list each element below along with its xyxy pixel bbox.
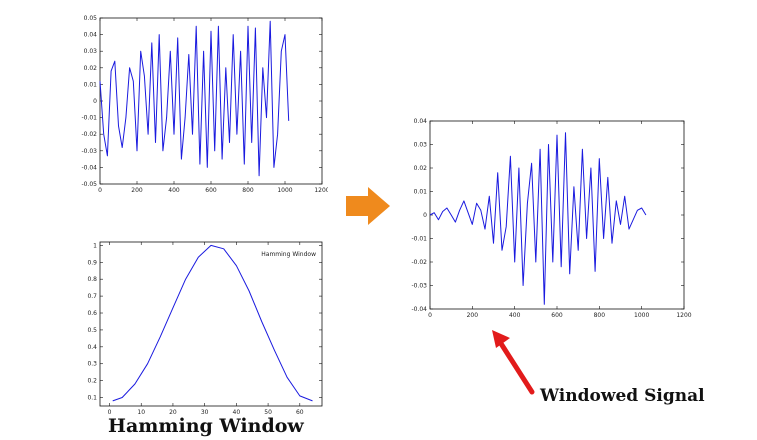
y-tick-label: 0.7 [87, 293, 97, 300]
y-tick-label: -0.03 [81, 148, 97, 155]
series-line [112, 244, 313, 402]
speech-signal-plot: 0 200 400 600 800 1000 1200 -0.05 -0.04 -0.03 -0.0… [78, 12, 328, 198]
x-tick-label: 0 [108, 409, 112, 416]
y-tick-label: 0.03 [414, 142, 428, 149]
red-arrow-shaft [497, 339, 535, 395]
x-tick-label: 1200 [314, 187, 328, 194]
y-tick-label: -0.03 [411, 283, 427, 290]
y-tick-label: 0.8 [87, 276, 97, 283]
plot-frame [99, 241, 323, 407]
y-tick-label: 0.03 [84, 48, 98, 55]
y-tick-label: 0.04 [84, 32, 98, 39]
x-tick-label: 800 [242, 187, 254, 194]
legend-label: Hamming Window [261, 251, 316, 258]
orange-right-arrow-icon [346, 187, 390, 225]
windowed-signal-plot: 0 200 400 600 800 1000 1200 -0.04 -0.03 -0.02 -0.0… [402, 115, 692, 325]
x-tick-label: 600 [205, 187, 217, 194]
y-tick-label: -0.04 [81, 164, 97, 171]
y-tick-label: -0.04 [411, 306, 427, 313]
y-tick-label: 1 [93, 242, 97, 249]
x-tick-label: 50 [264, 409, 272, 416]
series-line [99, 20, 290, 177]
hamming-window-caption: Hamming Window [108, 415, 304, 437]
y-tick-label: -0.02 [81, 131, 97, 138]
y-tick-label: 0.5 [87, 327, 97, 334]
orange-arrow-shape [346, 187, 390, 225]
y-tick-label: -0.01 [411, 236, 427, 243]
y-tick-label: 0.04 [414, 118, 428, 125]
y-tick-label: 0.01 [84, 81, 98, 88]
speech-signal-chart: 0 200 400 600 800 1000 1200 -0.05 -0.04 -0.03 -0.0… [81, 15, 328, 194]
y-tick-label: 0.1 [87, 395, 97, 402]
hamming-window-chart: 0 10 20 30 40 50 60 0.1 0.2 0.3 0.4 0.5 0.6 0.7 0.8 0.9… [87, 241, 323, 416]
x-tick-label: 0 [98, 187, 102, 194]
x-tick-label: 40 [233, 409, 241, 416]
y-tick-label: 0.02 [414, 165, 428, 172]
x-tick-label: 60 [296, 409, 304, 416]
y-tick-label: -0.01 [81, 115, 97, 122]
x-tick-label: 600 [551, 312, 563, 319]
x-tick-label: 400 [509, 312, 521, 319]
y-tick-label: 0.9 [87, 259, 97, 266]
y-tick-label: -0.05 [81, 181, 97, 188]
x-tick-label: 400 [168, 187, 180, 194]
x-tick-label: 1000 [634, 312, 649, 319]
y-tick-label: 0.6 [87, 310, 97, 317]
y-tick-label: 0 [423, 212, 427, 219]
y-tick-label: 0.02 [84, 65, 98, 72]
x-tick-label: 10 [137, 409, 145, 416]
series-line [429, 132, 647, 305]
x-tick-label: 1200 [676, 312, 691, 319]
windowed-signal-caption: Windowed Signal [540, 386, 705, 406]
red-arrow-head [492, 330, 510, 348]
y-tick-label: 0.2 [87, 378, 97, 385]
x-tick-label: 30 [201, 409, 209, 416]
y-tick-label: 0 [93, 98, 97, 105]
hamming-window-plot: 0 10 20 30 40 50 60 0.1 0.2 0.3 0.4 0.5 0.6 0.7 0.8 0.9… [78, 236, 328, 420]
y-tick-label: 0.3 [87, 361, 97, 368]
windowed-signal-chart: 0 200 400 600 800 1000 1200 -0.04 -0.03 -0.02 -0.0… [411, 118, 691, 319]
x-tick-label: 1000 [277, 187, 292, 194]
x-tick-label: 0 [428, 312, 432, 319]
y-tick-label: 0.01 [414, 189, 428, 196]
y-tick-label: -0.02 [411, 259, 427, 266]
y-tick-label: 0.4 [87, 344, 97, 351]
x-tick-label: 200 [467, 312, 479, 319]
plot-frame [429, 120, 685, 310]
x-tick-label: 800 [594, 312, 606, 319]
y-tick-label: 0.05 [84, 15, 98, 22]
x-tick-label: 20 [169, 409, 177, 416]
x-tick-label: 200 [131, 187, 143, 194]
red-arrow-icon [492, 330, 535, 395]
